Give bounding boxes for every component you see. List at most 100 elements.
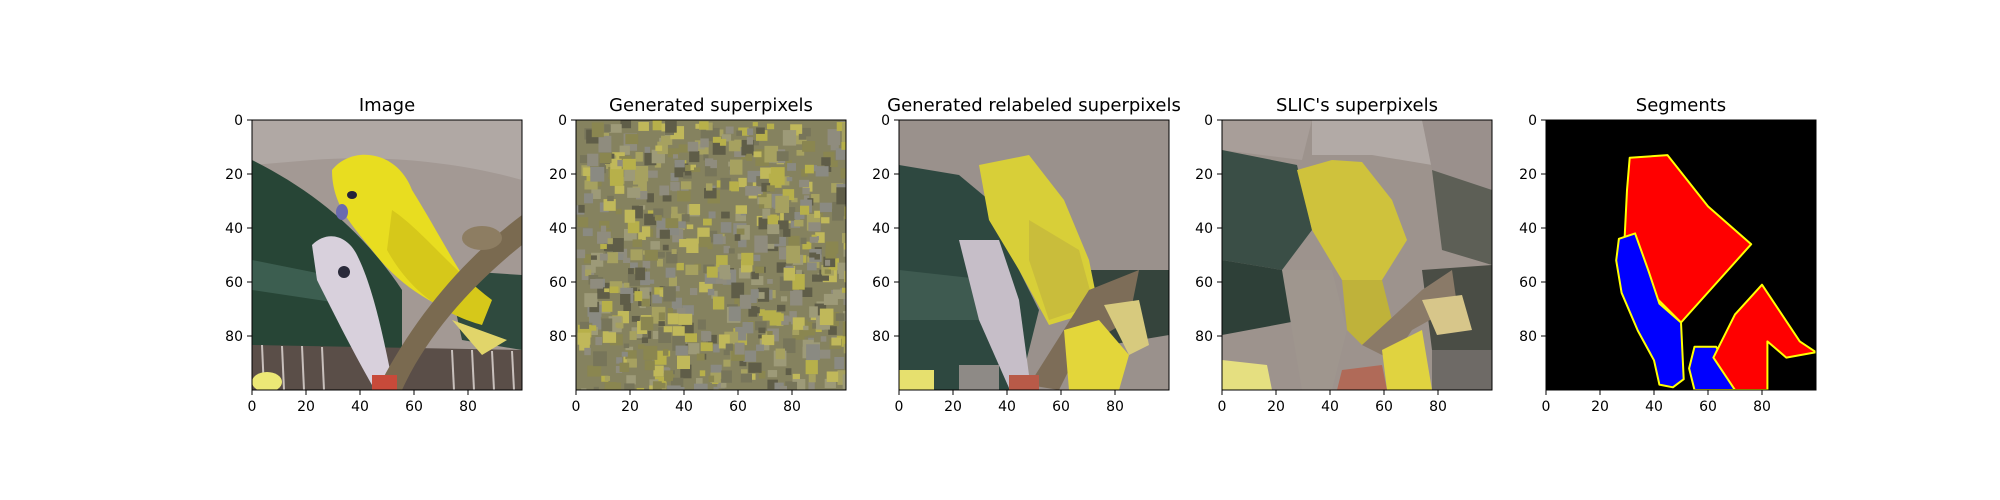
y-tick-label: 0 <box>234 113 243 129</box>
y-tick-label: 60 <box>1519 275 1537 291</box>
superpixel-cell <box>783 267 795 281</box>
superpixel-cell <box>600 244 607 249</box>
superpixel-cell <box>631 315 640 322</box>
superpixel-cell <box>826 371 839 382</box>
panel-generated-superpixels: Generated superpixels 0 20 40 60 80 0 20 40 60 8… <box>549 95 847 415</box>
superpixel-cell <box>581 388 587 390</box>
superpixel-cell <box>584 193 594 204</box>
superpixel-cell <box>678 144 689 153</box>
superpixel-cell <box>812 323 819 329</box>
x-tick-label: 80 <box>1429 399 1447 415</box>
superpixel-cell <box>641 337 649 344</box>
superpixel-cell <box>654 376 667 386</box>
superpixel-cell <box>647 170 658 178</box>
image-content <box>252 120 522 390</box>
superpixel-cell <box>614 185 625 194</box>
superpixel-cell <box>700 342 713 352</box>
panel-title: Segments <box>1636 95 1726 116</box>
superpixel-cell <box>670 181 679 191</box>
superpixel-cell <box>710 372 721 383</box>
x-tick-label: 0 <box>248 399 257 415</box>
superpixel-cell <box>624 209 636 223</box>
superpixel-cell <box>702 331 712 342</box>
y-tick-label: 80 <box>225 329 243 345</box>
superpixel-cell <box>624 383 635 390</box>
panel-relabeled-superpixels: Generated relabeled superpixels 0 20 40 60 8… <box>872 95 1181 415</box>
superpixel-cell <box>841 287 846 293</box>
superpixel-cell <box>634 291 643 302</box>
superpixel-cell <box>812 274 823 282</box>
superpixel-cell <box>843 243 846 257</box>
superpixel-cell <box>782 189 795 201</box>
superpixel-cell <box>767 215 780 225</box>
superpixel-cell <box>675 345 688 356</box>
superpixel-cell <box>720 382 727 388</box>
superpixel-cell <box>808 374 816 383</box>
superpixel-cell <box>805 360 818 375</box>
superpixel-cell <box>595 179 602 187</box>
superpixel-cell <box>668 276 677 287</box>
y-tick-label: 80 <box>549 329 567 345</box>
superpixel-cell <box>798 133 807 140</box>
y-tick-label: 0 <box>1528 113 1537 129</box>
superpixel-cell <box>814 210 821 218</box>
superpixel-cell <box>750 296 757 303</box>
superpixel-cell <box>684 170 692 176</box>
superpixel-cell <box>796 149 805 156</box>
superpixel-cell <box>815 232 825 243</box>
superpixel-cell <box>635 190 648 200</box>
superpixel-cell <box>735 205 748 214</box>
superpixel-cell <box>830 144 839 151</box>
superpixel-cell <box>650 241 660 250</box>
superpixel-cell <box>599 152 612 164</box>
superpixel-cell <box>764 145 779 163</box>
superpixel-cell <box>830 160 838 168</box>
superpixel-cell <box>836 187 846 205</box>
superpixel-cell <box>665 267 676 278</box>
superpixel-cell <box>602 330 617 343</box>
superpixel-cell <box>739 294 752 309</box>
superpixel-cell <box>635 166 649 182</box>
segment-blue <box>1615 232 1685 389</box>
y-tick-label: 20 <box>549 167 567 183</box>
superpixel-cell <box>609 334 623 346</box>
segment-blue-lower <box>1688 345 1736 390</box>
superpixel-cell <box>659 229 670 239</box>
superpixel-cell <box>736 130 743 136</box>
superpixel-cell <box>644 250 658 261</box>
superpixel-cell <box>842 233 846 244</box>
superpixel-cell <box>671 206 678 215</box>
superpixel-cell <box>841 142 846 150</box>
superpixel-cell <box>713 389 722 390</box>
superpixel-cell <box>704 161 717 177</box>
superpixel-cell <box>638 344 645 349</box>
superpixel-cell <box>590 166 605 182</box>
superpixel-cell <box>799 205 810 215</box>
superpixel-cell <box>609 124 622 133</box>
image-content <box>1222 120 1492 390</box>
superpixel-cell <box>631 327 643 339</box>
superpixel-cell <box>672 326 685 339</box>
superpixel-cell <box>593 351 607 367</box>
superpixel-cell <box>832 208 844 221</box>
superpixel-cell <box>627 274 641 286</box>
superpixel-cell <box>638 181 647 192</box>
superpixel-cell <box>630 262 638 269</box>
superpixel-cell <box>582 228 593 237</box>
superpixel-cell <box>695 123 701 129</box>
superpixel-cell <box>743 350 757 362</box>
superpixel-cell <box>766 123 775 130</box>
superpixel-cell <box>783 228 791 237</box>
superpixel-cell <box>584 293 598 308</box>
superpixel-cell <box>825 248 837 259</box>
superpixel-cell <box>644 213 657 226</box>
superpixel-cell <box>735 213 747 222</box>
superpixel-cell <box>780 315 789 325</box>
superpixel-cell <box>767 379 778 390</box>
x-tick-label: 40 <box>1321 399 1339 415</box>
superpixel-cell <box>635 152 643 162</box>
superpixel-cell <box>844 206 846 220</box>
x-tick-label: 20 <box>944 399 962 415</box>
superpixel-cell <box>790 290 803 306</box>
superpixel-cell <box>578 204 585 213</box>
